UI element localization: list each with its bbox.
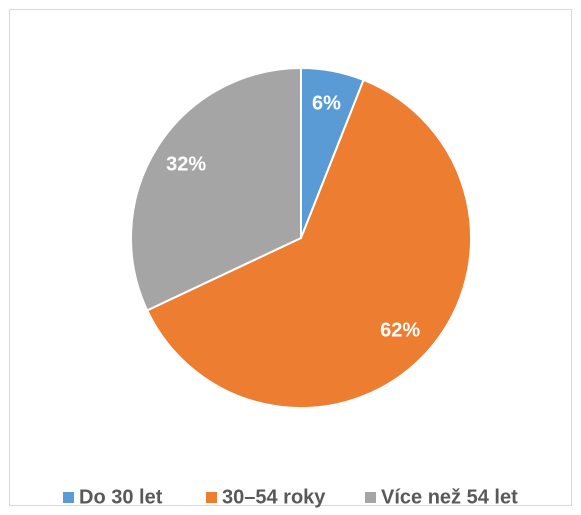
legend-marker [63, 492, 74, 503]
pie-slice [130, 66, 302, 312]
data-label: 6% [312, 93, 341, 115]
legend-label: 30–54 roky [222, 486, 326, 508]
pie-slice [145, 78, 472, 409]
legend-marker [365, 492, 376, 503]
data-label: 32% [166, 153, 206, 175]
legend-label: Do 30 let [79, 486, 163, 508]
data-label: 62% [380, 319, 420, 341]
legend-label: Více než 54 let [381, 486, 518, 508]
legend-marker [206, 492, 217, 503]
